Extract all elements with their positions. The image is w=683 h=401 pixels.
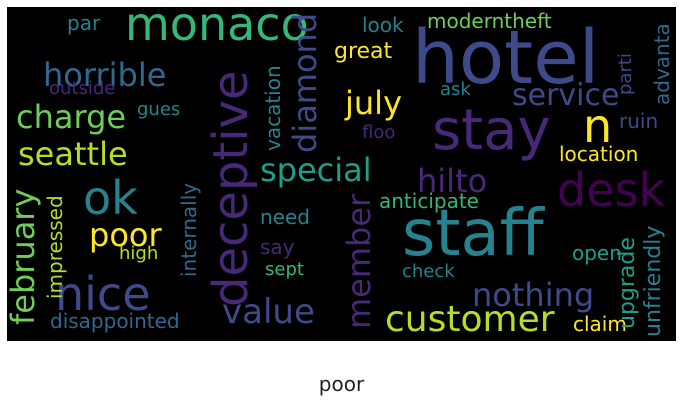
word-service: service: [512, 78, 620, 113]
word-open: open: [572, 241, 622, 265]
word-july: july: [345, 84, 402, 122]
word-desk: desk: [557, 163, 666, 217]
word-hotel: hotel: [412, 15, 600, 101]
word-n: n: [583, 99, 613, 153]
word-location: location: [559, 142, 639, 166]
cloud-caption: poor: [318, 372, 365, 396]
word-ruin: ruin: [619, 109, 659, 133]
word-poor: poor: [89, 216, 162, 254]
word-outside: outside: [49, 78, 116, 99]
word-monaco: monaco: [125, 7, 309, 51]
word-nothing: nothing: [472, 276, 595, 314]
word-moderntheft: moderntheft: [427, 9, 552, 33]
word-seattle: seattle: [18, 135, 128, 173]
word-february: february: [7, 188, 42, 325]
word-par: par: [67, 11, 101, 35]
word-disappointed: disappointed: [50, 309, 180, 333]
word-high: high: [119, 243, 159, 264]
word-floo: floo: [362, 122, 396, 143]
word-staff: staff: [402, 197, 544, 271]
word-anticipate: anticipate: [379, 189, 479, 213]
word-nice: nice: [55, 267, 151, 321]
word-member: member: [340, 193, 378, 329]
word-special: special: [260, 151, 372, 189]
word-sept: sept: [265, 259, 304, 280]
word-upgrade: upgrade: [615, 237, 640, 329]
word-unfriendly: unfriendly: [641, 225, 666, 337]
word-diamond: diamond: [286, 12, 324, 153]
word-value: value: [222, 292, 315, 332]
word-customer: customer: [385, 299, 555, 340]
word-ok: ok: [83, 171, 138, 225]
word-impressed: impressed: [43, 195, 67, 299]
word-hilto: hilto: [417, 162, 488, 200]
word-ask: ask: [440, 79, 471, 100]
word-look: look: [362, 13, 404, 37]
word-cloud: hotel staff stay monaco desk nice ok n c…: [7, 7, 676, 341]
word-stay: stay: [432, 98, 551, 163]
word-vacation: vacation: [261, 65, 285, 151]
word-say: say: [260, 235, 295, 259]
word-gues: gues: [137, 99, 181, 120]
word-charge: charge: [16, 98, 127, 136]
word-internally: internally: [177, 182, 201, 277]
word-advanta: advanta: [650, 23, 674, 105]
word-great: great: [334, 39, 393, 64]
word-check: check: [402, 261, 455, 282]
word-parti: parti: [615, 53, 636, 95]
word-deceptive: deceptive: [203, 70, 259, 307]
word-claim: claim: [573, 312, 627, 336]
word-horrible: horrible: [43, 56, 167, 94]
word-need: need: [260, 205, 310, 229]
